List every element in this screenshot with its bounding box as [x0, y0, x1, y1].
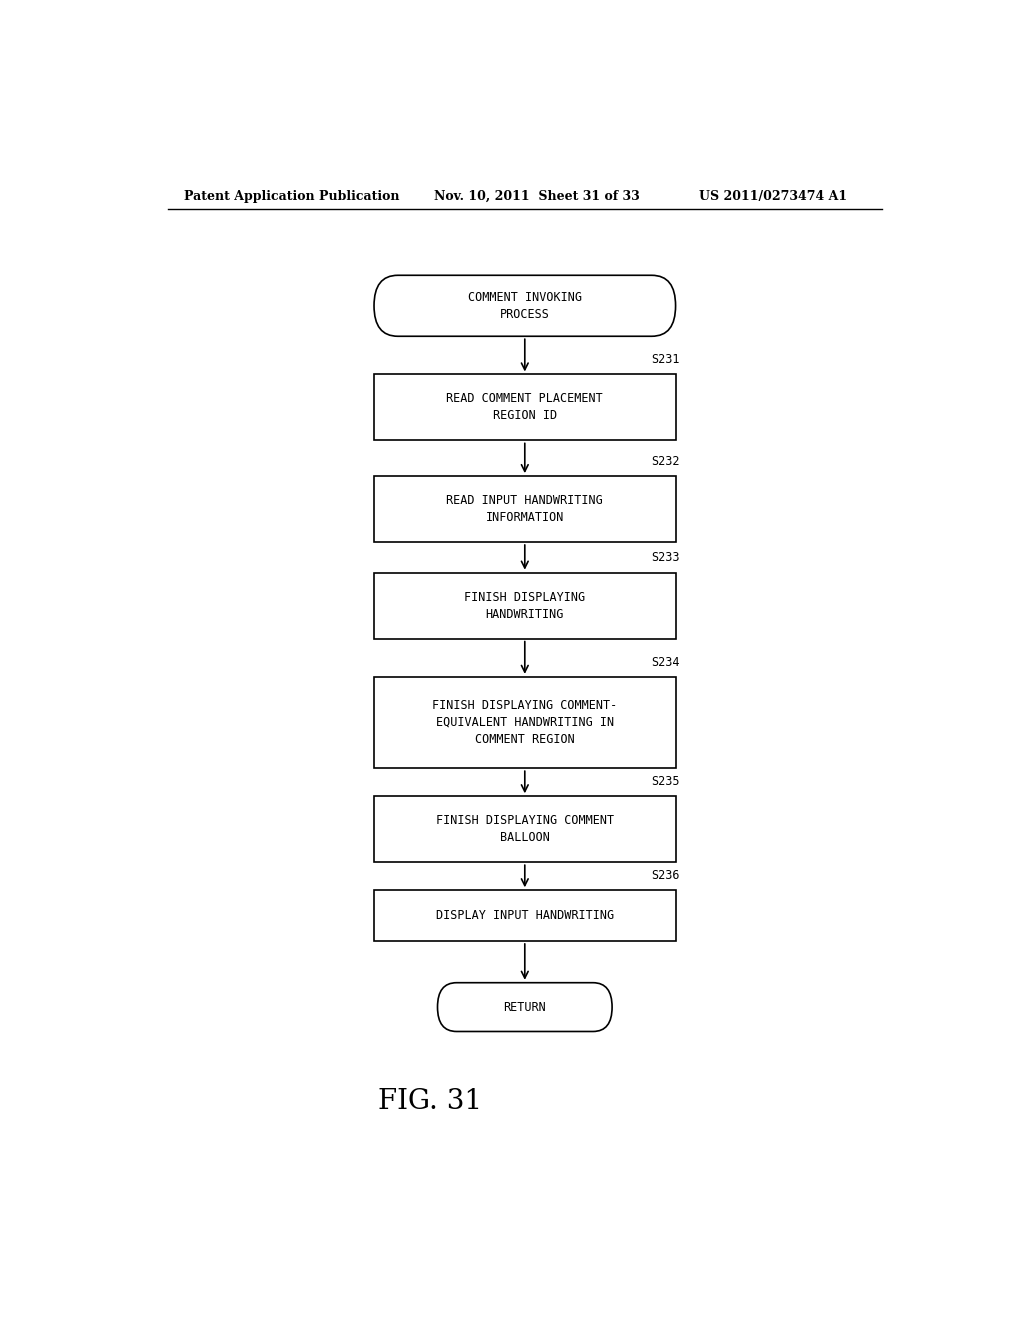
FancyBboxPatch shape: [374, 796, 676, 862]
FancyBboxPatch shape: [374, 477, 676, 543]
FancyBboxPatch shape: [374, 677, 676, 768]
Text: READ INPUT HANDWRITING
INFORMATION: READ INPUT HANDWRITING INFORMATION: [446, 494, 603, 524]
Text: S233: S233: [651, 552, 680, 565]
Text: S236: S236: [651, 869, 680, 882]
Text: FINISH DISPLAYING
HANDWRITING: FINISH DISPLAYING HANDWRITING: [464, 590, 586, 620]
Text: COMMENT INVOKING
PROCESS: COMMENT INVOKING PROCESS: [468, 290, 582, 321]
Text: S231: S231: [651, 354, 680, 366]
Text: FINISH DISPLAYING COMMENT-
EQUIVALENT HANDWRITING IN
COMMENT REGION: FINISH DISPLAYING COMMENT- EQUIVALENT HA…: [432, 700, 617, 746]
Text: DISPLAY INPUT HANDWRITING: DISPLAY INPUT HANDWRITING: [436, 909, 613, 923]
Text: S235: S235: [651, 775, 680, 788]
Text: RETURN: RETURN: [504, 1001, 546, 1014]
Text: US 2011/0273474 A1: US 2011/0273474 A1: [699, 190, 848, 202]
FancyBboxPatch shape: [374, 276, 676, 337]
Text: Patent Application Publication: Patent Application Publication: [183, 190, 399, 202]
Text: FINISH DISPLAYING COMMENT
BALLOON: FINISH DISPLAYING COMMENT BALLOON: [436, 814, 613, 845]
FancyBboxPatch shape: [374, 375, 676, 441]
FancyBboxPatch shape: [374, 890, 676, 941]
Text: S234: S234: [651, 656, 680, 669]
Text: READ COMMENT PLACEMENT
REGION ID: READ COMMENT PLACEMENT REGION ID: [446, 392, 603, 422]
FancyBboxPatch shape: [437, 982, 612, 1031]
Text: Nov. 10, 2011  Sheet 31 of 33: Nov. 10, 2011 Sheet 31 of 33: [433, 190, 639, 202]
Text: FIG. 31: FIG. 31: [378, 1088, 481, 1115]
FancyBboxPatch shape: [374, 573, 676, 639]
Text: S232: S232: [651, 455, 680, 467]
